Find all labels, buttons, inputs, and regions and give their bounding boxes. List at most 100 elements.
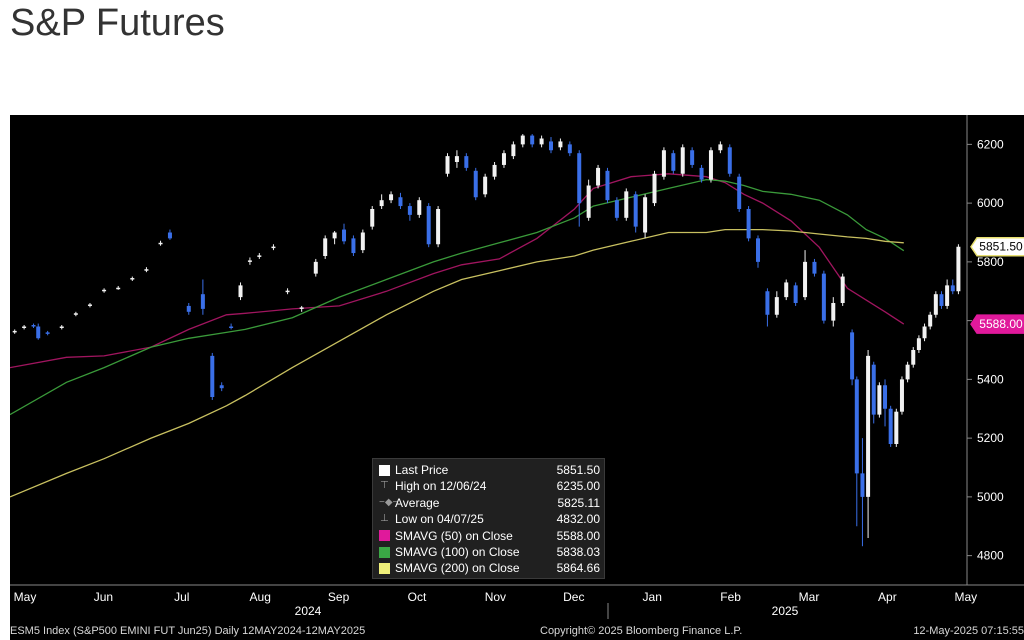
legend-label: Average (395, 495, 440, 510)
candle-body (680, 147, 685, 174)
y-tick-label: 4800 (977, 549, 1004, 563)
legend-swatch (379, 546, 390, 558)
chart-legend: Last Price 5851.50 ⊤ High on 12/06/24 6235.0… (372, 458, 605, 579)
chart-canvas[interactable]: 48005000520054005600580060006200MayJunJu… (10, 115, 1024, 624)
candle-body (36, 326, 41, 339)
x-month-label: Nov (485, 590, 506, 604)
candle-body (840, 276, 845, 303)
candle-body (577, 153, 582, 204)
candle-body (596, 167, 601, 186)
legend-row: Last Price 5851.50 (379, 462, 600, 478)
candle-body (299, 307, 304, 309)
candle-body (379, 200, 384, 207)
candle-body (922, 326, 927, 339)
legend-value: 6235.00 (556, 479, 600, 494)
candle-body (426, 206, 431, 245)
candle-body (784, 282, 789, 298)
legend-label: Low on 04/07/25 (395, 512, 484, 527)
candle-body (939, 294, 944, 306)
candle-body (803, 261, 808, 298)
candle-body (850, 332, 855, 380)
candle-body (219, 385, 224, 389)
candle-body (407, 206, 412, 215)
candle-body (928, 314, 933, 327)
price-tag: 5588.00 (970, 314, 1024, 334)
candle-body (727, 147, 732, 174)
legend-label: SMAVG (100) on Close (395, 544, 520, 559)
ma-line-50 (10, 173, 905, 369)
legend-row: SMAVG (50) on Close 5588.00 (379, 528, 600, 544)
candle-body (877, 385, 882, 415)
candle-body (473, 170, 478, 198)
page-title: S&P Futures (10, 2, 225, 44)
candle-body (905, 364, 910, 380)
legend-row: ⊥ Low on 04/07/25 4832.00 (379, 511, 600, 527)
candle-body (445, 156, 450, 174)
candle-body (746, 209, 751, 239)
candle-body (22, 326, 27, 328)
x-month-label: Jan (643, 590, 662, 604)
candle-body (87, 304, 92, 306)
price-tag-label: 5851.50 (979, 240, 1023, 254)
candle-body (210, 355, 215, 397)
ma-line-200 (10, 228, 904, 498)
candle-body (888, 408, 893, 444)
candle-body (661, 150, 666, 177)
candle-body (229, 326, 234, 328)
x-month-label: Feb (720, 590, 741, 604)
candle-body (821, 273, 826, 321)
candle-body (247, 260, 252, 262)
candle-body (558, 141, 563, 148)
x-month-label: Sep (328, 590, 350, 604)
candle-body (916, 338, 921, 350)
price-tag-box (970, 236, 1024, 257)
candle-body (633, 194, 638, 227)
candle-body (464, 156, 469, 168)
candle-body (102, 289, 107, 292)
candle-body (342, 229, 347, 242)
high-marker-icon: ⊤ (380, 480, 389, 492)
price-tag: 5851.50 (970, 236, 1024, 257)
price-tag-label: 5588.00 (979, 317, 1023, 331)
candle-body (73, 313, 78, 315)
candle-body (360, 232, 365, 251)
candle-body (167, 232, 172, 239)
candle-body (59, 326, 64, 328)
candle-body (271, 246, 276, 249)
x-month-label: Aug (250, 590, 271, 604)
candle-body (586, 185, 591, 218)
candle-body (911, 350, 916, 365)
legend-row: −◆− Average 5825.11 (379, 495, 600, 511)
price-chart[interactable]: 48005000520054005600580060006200MayJunJu… (10, 115, 1024, 640)
candle-body (549, 141, 554, 151)
candle-body (323, 238, 328, 256)
candle-body (285, 290, 290, 293)
candle-body (12, 330, 17, 333)
candle-body (186, 305, 191, 312)
footer-copyright: Copyright© 2025 Bloomberg Finance L.P. (540, 625, 743, 637)
x-month-label: Jul (174, 590, 189, 604)
average-marker-icon: −◆− (379, 496, 399, 508)
candle-body (945, 285, 950, 306)
x-month-label: Dec (563, 590, 584, 604)
candle-body (831, 303, 836, 321)
y-tick-label: 6000 (977, 196, 1004, 210)
candle-body (605, 170, 610, 201)
x-month-label: May (954, 590, 977, 604)
legend-swatch (379, 563, 390, 575)
legend-row: SMAVG (200) on Close 5864.66 (379, 560, 600, 576)
candle-body (643, 197, 648, 233)
candle-body (899, 379, 904, 412)
candle-body (31, 325, 36, 327)
candle-body (718, 144, 723, 151)
candle-body (860, 473, 865, 497)
candle-body (854, 379, 859, 474)
price-tag-box (970, 314, 1024, 334)
candle-body (370, 209, 375, 227)
candle-body (812, 261, 817, 274)
candle-body (436, 209, 441, 245)
legend-value: 5864.66 (556, 561, 600, 576)
candle-body (866, 355, 871, 497)
ma-line-100 (10, 178, 905, 416)
legend-swatch (379, 530, 390, 542)
